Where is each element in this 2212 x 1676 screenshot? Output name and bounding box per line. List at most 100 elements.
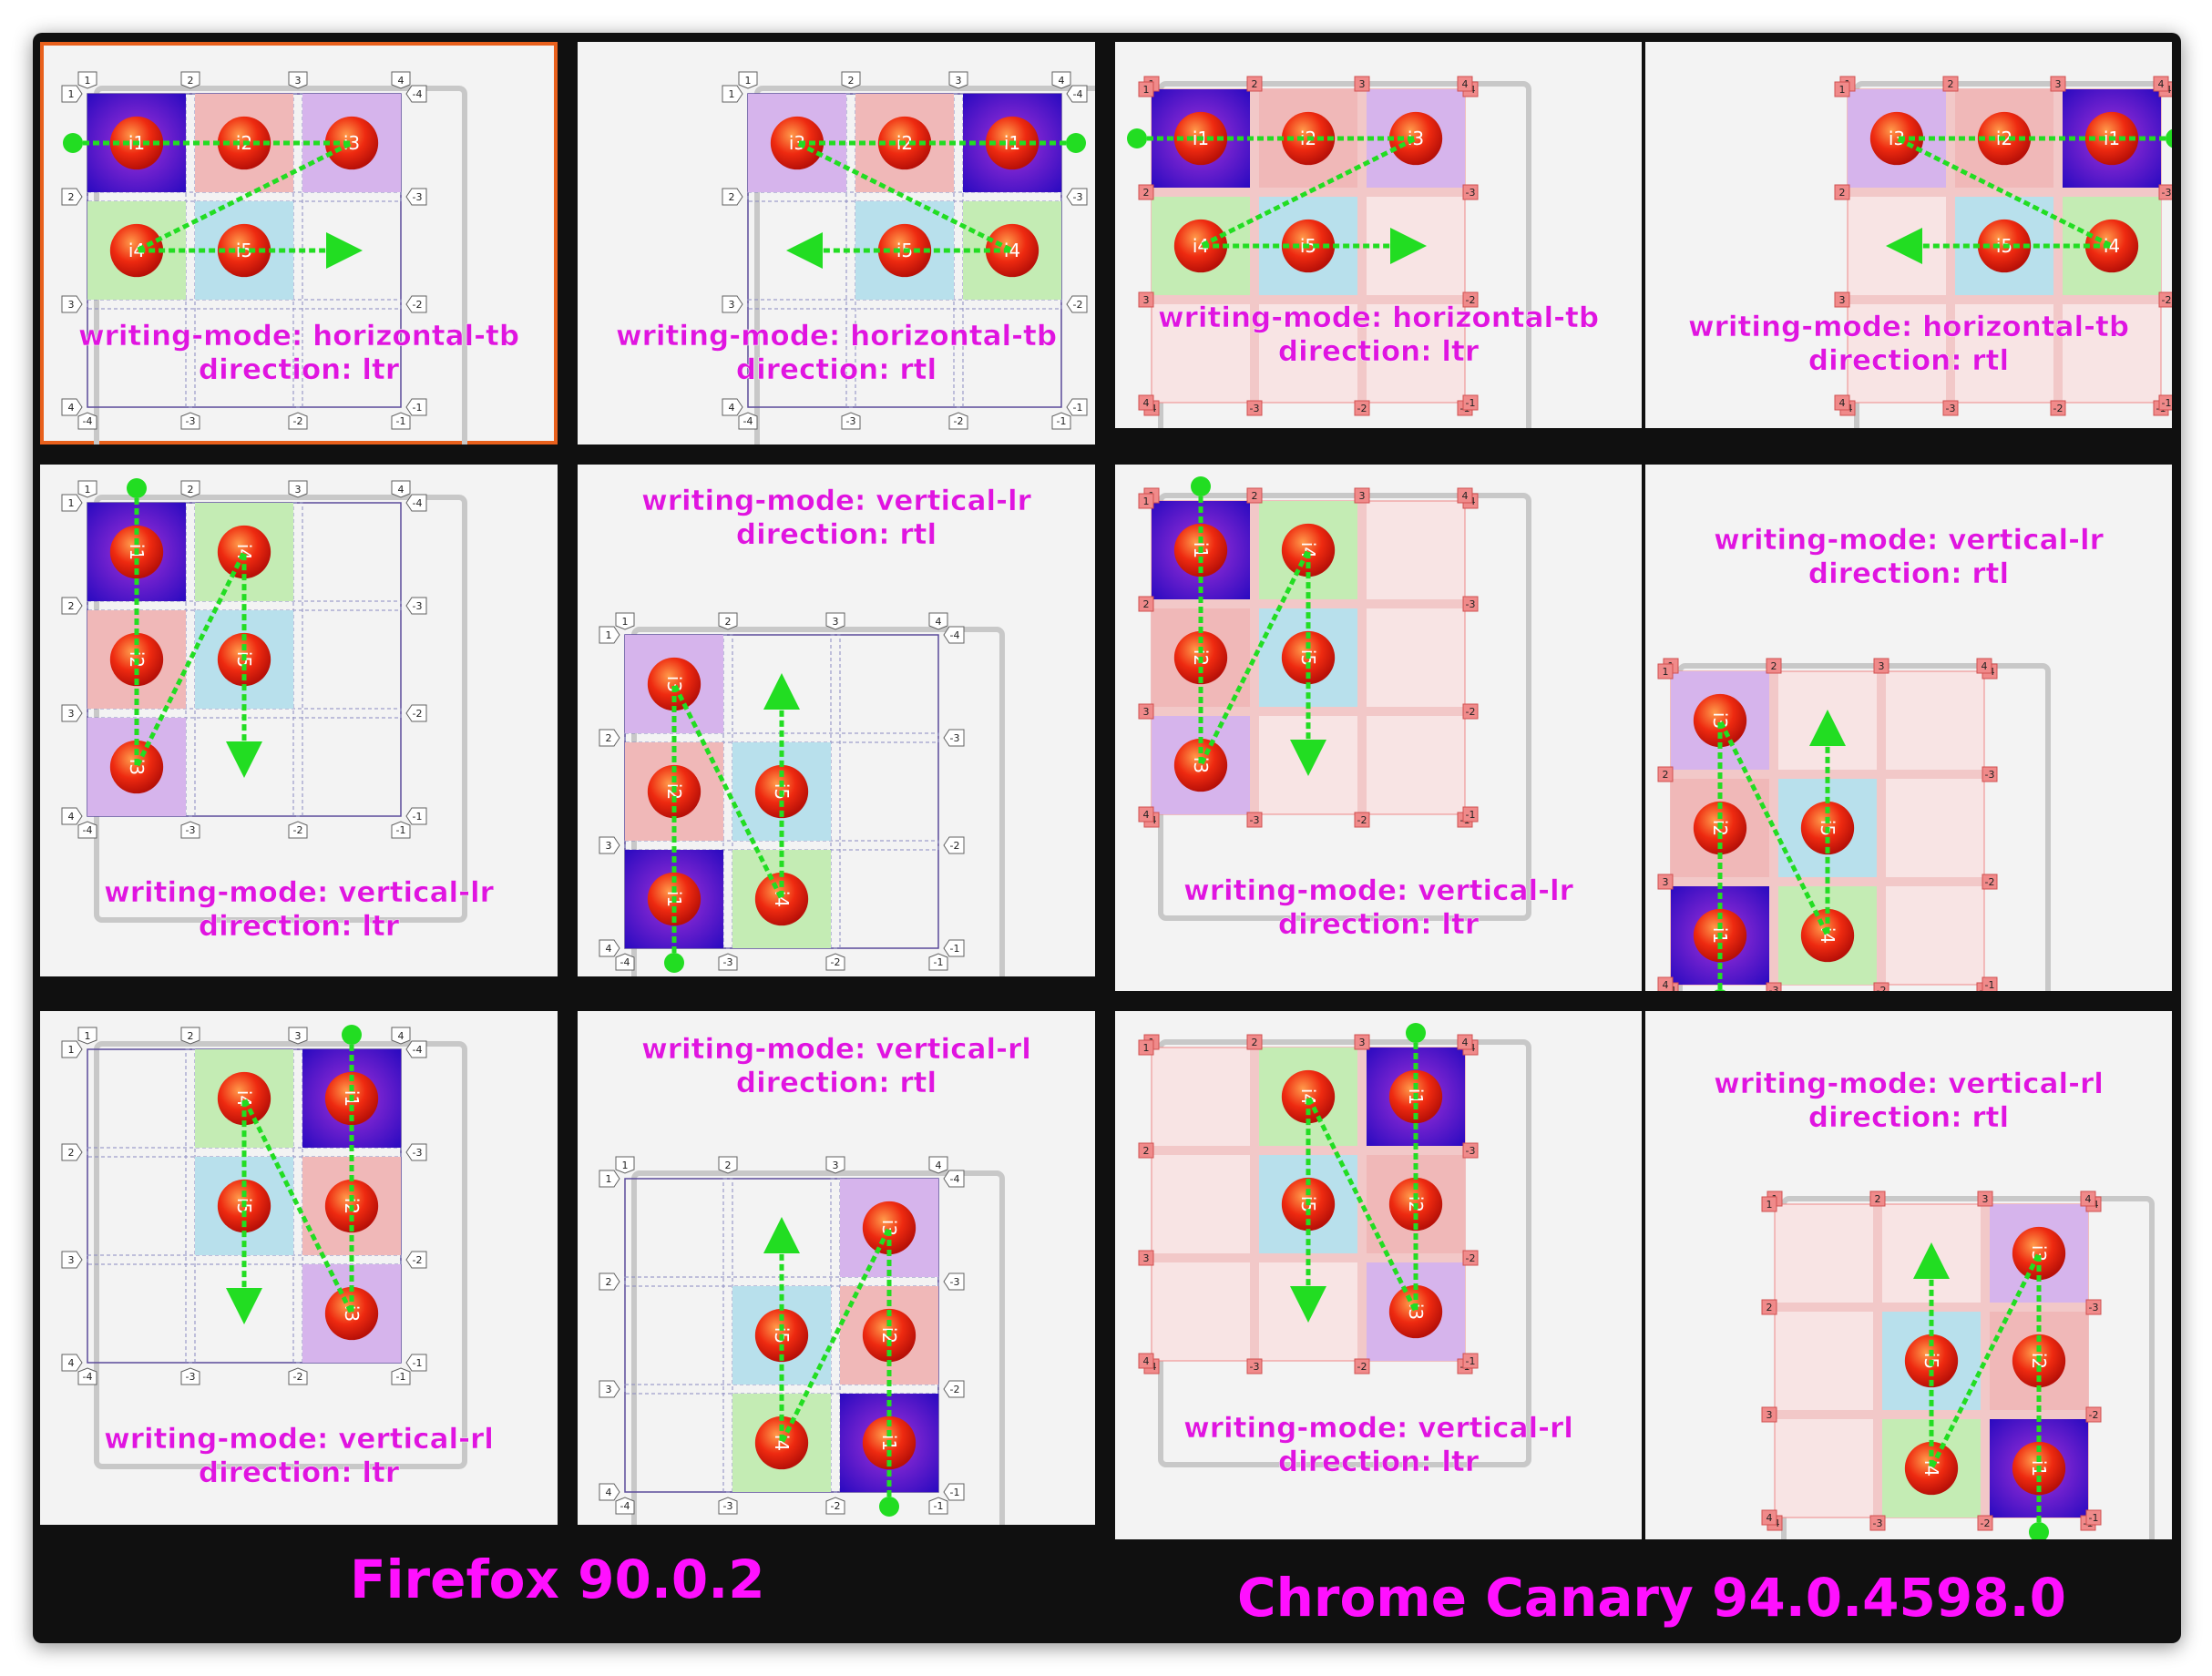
grid-line-number: 3 — [1359, 78, 1366, 90]
item-ball — [1388, 1284, 1443, 1339]
grid-gap-row — [87, 299, 402, 310]
grid-line-number-badge: 2 — [599, 729, 620, 747]
grid-line-number: -1 — [396, 1371, 406, 1383]
grid-line-number: -2 — [1466, 294, 1476, 306]
grid-line-number-badge: 3 — [1873, 658, 1889, 674]
grid-line-number: 1 — [68, 497, 75, 509]
grid-line-number-badge: 3 — [948, 71, 968, 89]
grid-line-number-badge: 2 — [1246, 487, 1263, 504]
grid-line-number: 3 — [1982, 1193, 1989, 1205]
grid-line-number: -1 — [2089, 1512, 2099, 1524]
grid-gap-row — [1152, 707, 1465, 716]
grid-gap-column — [1873, 1204, 1882, 1518]
panel-caption: writing-mode: vertical-lr direction: rtl — [1714, 524, 2104, 591]
grid-item-i4: i4 — [1882, 1419, 1981, 1518]
grid-line-number: 4 — [68, 811, 75, 823]
grid-line-number: -4 — [83, 1371, 93, 1383]
grid-line-number: 4 — [398, 484, 405, 496]
grid-line-number-badge: -3 — [1942, 400, 1959, 416]
grid-line-number: 2 — [1767, 1302, 1773, 1313]
item-label: i4 — [771, 1435, 793, 1451]
item-label: i4 — [1817, 927, 1838, 944]
grid-line-number: 2 — [1143, 598, 1150, 610]
grid-line-number: -2 — [2162, 294, 2172, 306]
grid-line-number: 1 — [85, 1030, 91, 1042]
grid-line-number: 3 — [833, 1160, 839, 1171]
grid-line-number: 4 — [68, 1357, 75, 1369]
grid-line-number-badge: 4 — [2080, 1191, 2096, 1207]
grid-line-number: 4 — [1462, 1037, 1469, 1048]
grid-line-number: 4 — [68, 402, 75, 414]
grid-line-number: -4 — [950, 1173, 960, 1185]
grid-line-number-badge: 2 — [1766, 658, 1782, 674]
grid-line-number-badge: 4 — [1761, 1509, 1777, 1526]
grid-line-number: -4 — [83, 415, 93, 427]
grid-line-number-badge: 1 — [1761, 1196, 1777, 1212]
panel-caption: writing-mode: vertical-rl direction: ltr — [1183, 1412, 1573, 1479]
grid-line-number: 4 — [1143, 397, 1150, 409]
grid-line-number: 3 — [729, 299, 735, 311]
flow-arrow — [73, 140, 363, 269]
grid-line-number: 1 — [729, 88, 735, 100]
grid-line-number: 2 — [848, 75, 855, 87]
grid-line-number-badge: -3 — [943, 1272, 965, 1291]
grid-item-i4: i4 — [1259, 1048, 1357, 1146]
grid-line-number-badge: -4 — [615, 953, 635, 971]
grid-line-number-badge: -1 — [1982, 976, 1998, 991]
grid-line-number-badge: -3 — [180, 412, 200, 430]
chrome-column-divider — [1643, 41, 1644, 1535]
panel-firefox-vertical-lr-rtl: i1 i2 i3 i4 i5 1 -4 1 -4 2 -3 2 -3 3 -2 3 -2 4 -1 4 -1 writi… — [578, 465, 1095, 976]
grid-gap-column — [1877, 671, 1886, 985]
grid-line-number-badge: 3 — [61, 295, 83, 313]
grid-line-number-badge: 3 — [1761, 1406, 1777, 1423]
grid-line-number-badge: 3 — [825, 612, 845, 630]
item-ball — [1693, 693, 1747, 748]
item-label: i3 — [1889, 128, 1905, 149]
flow-arrow — [1290, 1033, 1418, 1323]
grid-line-number: 2 — [1663, 769, 1669, 781]
flow-start-dot — [2029, 1522, 2049, 1539]
grid-line-number: -3 — [1873, 1518, 1883, 1529]
grid-line-number-badge: 2 — [1869, 1191, 1886, 1207]
grid-line-number-badge: 1 — [1834, 81, 1850, 97]
grid-line-number-badge: 3 — [599, 1380, 620, 1398]
grid-line-number: 3 — [1359, 490, 1366, 502]
grid-line-number-badge: 1 — [61, 85, 83, 103]
grid-line-number: 3 — [295, 484, 302, 496]
item-label: i3 — [1408, 128, 1424, 149]
grid-line-number-badge: 2 — [180, 71, 200, 89]
item-ball — [985, 223, 1039, 278]
grid-line-number-badge: -1 — [1462, 1353, 1479, 1369]
grid-line-number-badge: -1 — [405, 1354, 427, 1372]
item-label: i3 — [789, 132, 805, 154]
grid-line-number-badge: 4 — [1976, 658, 1992, 674]
flow-start-dot — [63, 133, 83, 153]
grid-gap-column — [722, 1178, 733, 1493]
panel-firefox-horizontal-tb-ltr: i1 i2 i3 i4 i5 1 -4 1 -4 2 -3 2 -3 3 -2 3 -2 4 -1 4 -1 writi… — [40, 42, 558, 445]
grid-line-number: -3 — [186, 1371, 196, 1383]
grid-line-number-badge: -2 — [2050, 400, 2066, 416]
grid-line-number: -3 — [1073, 191, 1083, 203]
grid-line-number: -4 — [413, 497, 423, 509]
grid-line-number: -1 — [1073, 402, 1083, 414]
grid-line-number: -4 — [620, 1500, 630, 1512]
grid-line-number-badge: -2 — [943, 836, 965, 854]
grid-line-number: 4 — [606, 943, 612, 955]
grid-line-number-badge: -2 — [2085, 1406, 2102, 1423]
grid-line-number: -3 — [186, 824, 196, 836]
grid-line-number-badge: 4 — [928, 1156, 948, 1174]
grid-line-number: 2 — [1252, 490, 1258, 502]
grid-gap-column — [722, 634, 733, 949]
grid-line-number-badge: 2 — [1246, 1034, 1263, 1050]
grid-line-number-badge: 3 — [2050, 76, 2066, 92]
grid-line-number-badge: 4 — [1138, 806, 1154, 823]
item-ball — [1904, 1441, 1959, 1496]
grid-line-number: -2 — [954, 415, 964, 427]
grid-line-number-badge: 2 — [61, 188, 83, 206]
grid-line-number-badge: -2 — [1873, 982, 1889, 991]
grid-line-number-badge: 1 — [61, 494, 83, 512]
grid-line-number: 2 — [1875, 1193, 1881, 1205]
grid-line-number: -2 — [831, 1500, 841, 1512]
